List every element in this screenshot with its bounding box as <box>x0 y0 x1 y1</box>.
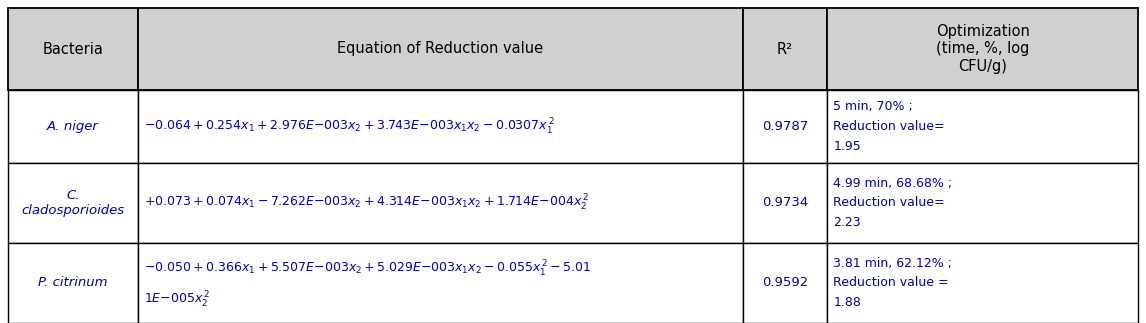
Text: 1.88: 1.88 <box>833 297 861 309</box>
Bar <box>827 243 1138 323</box>
Text: Reduction value =: Reduction value = <box>833 276 949 289</box>
Text: 4.99 min, 68.68% ;: 4.99 min, 68.68% ; <box>833 176 952 190</box>
Bar <box>138 163 743 243</box>
Text: $1E{-}005x_2^{\,2}$: $1E{-}005x_2^{\,2}$ <box>144 290 210 310</box>
Text: P. citrinum: P. citrinum <box>38 276 108 289</box>
Bar <box>8 8 138 90</box>
Text: Optimization
(time, %, log
CFU/g): Optimization (time, %, log CFU/g) <box>935 24 1029 74</box>
Text: 0.9592: 0.9592 <box>762 276 808 289</box>
Bar <box>8 90 138 163</box>
Bar <box>138 90 743 163</box>
Text: A. niger: A. niger <box>47 120 99 133</box>
Text: 3.81 min, 62.12% ;: 3.81 min, 62.12% ; <box>833 256 952 269</box>
Text: Reduction value=: Reduction value= <box>833 196 944 210</box>
Text: 0.9734: 0.9734 <box>762 196 808 210</box>
Bar <box>827 163 1138 243</box>
Bar <box>827 90 1138 163</box>
Text: $-0.064+0.254x_1+2.976E{-}003x_2+3.743E{-}003x_1x_2-0.0307x_1^{\,2}$: $-0.064+0.254x_1+2.976E{-}003x_2+3.743E{… <box>144 117 555 137</box>
Bar <box>743 243 827 323</box>
Text: $-0.050+0.366x_1+5.507E{-}003x_2+5.029E{-}003x_1x_2-0.055x_1^{\,2}-5.01$: $-0.050+0.366x_1+5.507E{-}003x_2+5.029E{… <box>144 259 591 279</box>
Text: $+0.073+0.074x_1-7.262E{-}003x_2+4.314E{-}003x_1x_2+1.714E{-}004x_2^{\,2}$: $+0.073+0.074x_1-7.262E{-}003x_2+4.314E{… <box>144 193 589 213</box>
Text: Bacteria: Bacteria <box>42 41 103 57</box>
Bar <box>138 8 743 90</box>
Text: Reduction value=: Reduction value= <box>833 120 944 133</box>
Text: 0.9787: 0.9787 <box>762 120 808 133</box>
Bar <box>827 8 1138 90</box>
Text: 5 min, 70% ;: 5 min, 70% ; <box>833 100 913 113</box>
Text: R²: R² <box>777 41 793 57</box>
Bar <box>138 243 743 323</box>
Bar <box>8 163 138 243</box>
Bar <box>743 8 827 90</box>
Bar <box>8 243 138 323</box>
Bar <box>743 90 827 163</box>
Bar <box>743 163 827 243</box>
Text: 2.23: 2.23 <box>833 216 861 230</box>
Text: C.
cladosporioides: C. cladosporioides <box>22 189 125 217</box>
Text: Equation of Reduction value: Equation of Reduction value <box>337 41 543 57</box>
Text: 1.95: 1.95 <box>833 140 861 153</box>
